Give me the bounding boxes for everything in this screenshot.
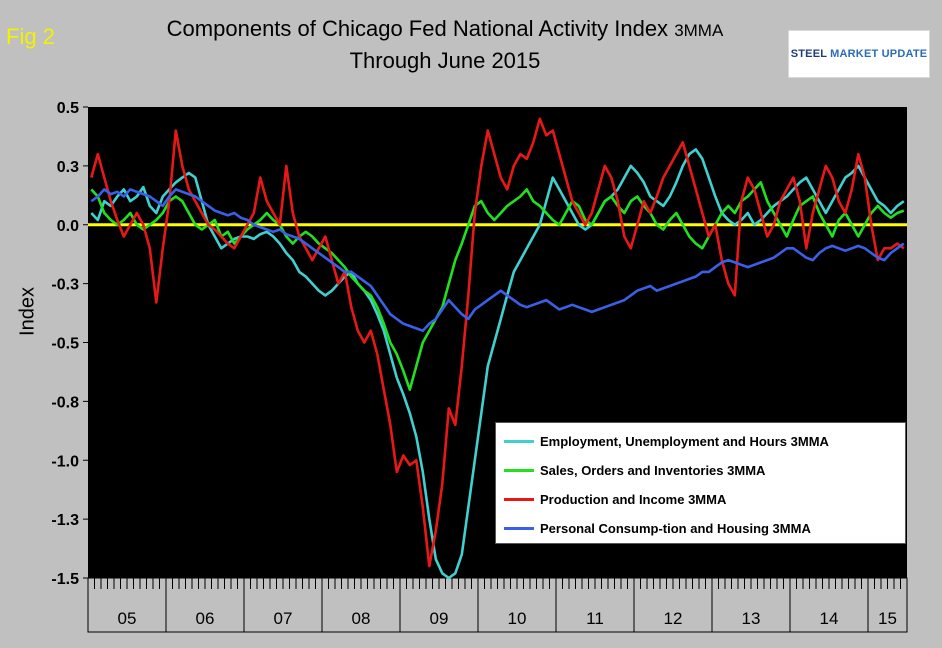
x-year-label: 13 [742, 609, 761, 628]
y-tick-label: -1.5 [51, 571, 79, 588]
legend-item: Production and Income 3MMA [504, 489, 726, 509]
chart-legend: Employment, Unemployment and Hours 3MMA S… [495, 422, 906, 544]
steel-market-update-logo: STEEL MARKET UPDATE [788, 30, 930, 78]
y-tick-label: -0.5 [51, 336, 79, 353]
legend-label: Sales, Orders and Inventories 3MMA [540, 462, 766, 478]
logo-text-steel: STEEL [790, 48, 828, 60]
legend-swatch [504, 468, 534, 472]
legend-swatch [504, 497, 534, 501]
series-line-3 [90, 117, 905, 568]
legend-swatch [504, 526, 534, 530]
x-year-label: 08 [352, 609, 371, 628]
series-line-4 [90, 188, 905, 333]
legend-item: Sales, Orders and Inventories 3MMA [504, 460, 765, 480]
series-line-2 [90, 181, 905, 391]
legend-label: Production and Income 3MMA [540, 491, 727, 507]
logo-text-rest: MARKET UPDATE [830, 48, 928, 60]
x-year-label: 10 [508, 609, 527, 628]
legend-label: Employment, Unemployment and Hours 3MMA [540, 433, 829, 449]
x-year-label: 07 [274, 609, 293, 628]
legend-item: Personal Consump-tion and Housing 3MMA [504, 518, 811, 538]
series-line-1 [90, 148, 905, 580]
x-year-label: 15 [878, 609, 897, 628]
title-line1-main: Components of Chicago Fed National Activ… [166, 16, 669, 41]
y-tick-label: -1.3 [51, 512, 79, 529]
x-year-label: 09 [430, 609, 449, 628]
legend-item: Employment, Unemployment and Hours 3MMA [504, 431, 829, 451]
x-year-label: 12 [664, 609, 683, 628]
title-line1-suffix: 3MMA [674, 21, 724, 40]
y-tick-label: 0.3 [57, 159, 79, 176]
legend-swatch [504, 439, 534, 443]
y-tick-label: 0.0 [57, 218, 79, 235]
y-tick-label: -0.3 [51, 277, 79, 294]
y-tick-label: -0.8 [51, 394, 79, 411]
figure-label: Fig 2 [6, 24, 55, 49]
x-year-label: 06 [196, 609, 215, 628]
legend-label: Personal Consump-tion and Housing 3MMA [540, 520, 811, 536]
x-year-label: 14 [820, 609, 839, 628]
x-year-label: 05 [118, 609, 137, 628]
title-line2: Through June 2015 [349, 48, 541, 73]
y-tick-label: -1.0 [51, 453, 79, 470]
x-year-label: 11 [586, 609, 604, 628]
y-tick-label: 0.5 [57, 100, 79, 117]
chart-title: Components of Chicago Fed National Activ… [100, 14, 790, 76]
